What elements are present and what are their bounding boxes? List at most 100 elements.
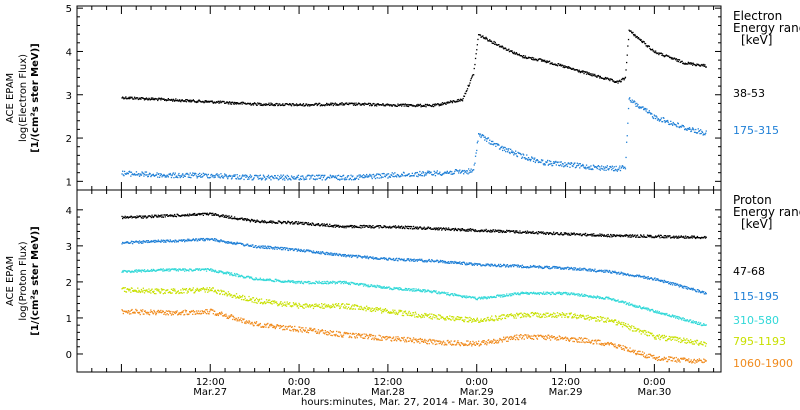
data-point	[411, 175, 413, 177]
data-point	[685, 320, 687, 322]
data-point	[153, 239, 155, 242]
data-point	[584, 167, 586, 169]
data-point	[529, 158, 531, 161]
data-point	[455, 293, 457, 296]
data-point	[516, 293, 518, 296]
data-point	[262, 279, 264, 281]
data-point	[229, 295, 231, 297]
data-point	[357, 178, 360, 180]
data-point	[600, 167, 602, 169]
data-point	[573, 269, 575, 271]
data-point	[696, 64, 699, 66]
data-point	[542, 59, 544, 61]
data-point	[686, 236, 689, 238]
data-point	[281, 104, 283, 106]
data-point	[200, 269, 202, 271]
data-point	[211, 176, 213, 178]
data-point	[327, 252, 329, 254]
data-point	[628, 235, 630, 237]
data-point	[554, 233, 556, 235]
data-point	[159, 292, 161, 294]
data-point	[162, 239, 164, 241]
data-point	[217, 289, 219, 291]
data-point	[324, 174, 326, 176]
data-point	[254, 102, 256, 104]
data-point	[286, 247, 288, 249]
data-point	[291, 280, 293, 282]
data-point	[160, 268, 162, 270]
data-point	[150, 97, 153, 99]
data-point	[156, 269, 158, 271]
data-point	[171, 174, 173, 177]
data-point	[407, 258, 410, 260]
data-point	[619, 79, 621, 81]
data-point	[629, 236, 631, 238]
data-point	[517, 292, 519, 294]
data-point	[210, 100, 212, 102]
data-point	[643, 275, 645, 277]
data-point	[544, 293, 547, 295]
data-point	[439, 259, 442, 262]
data-point	[509, 231, 511, 233]
data-point	[422, 172, 425, 174]
data-point	[523, 154, 525, 156]
data-point	[659, 237, 661, 239]
data-point	[289, 177, 291, 180]
data-point	[370, 174, 372, 176]
data-point	[568, 66, 570, 69]
data-point	[230, 217, 232, 219]
data-point	[392, 258, 394, 261]
data-point	[160, 174, 163, 176]
data-point	[510, 266, 512, 268]
data-point	[251, 277, 253, 280]
data-point	[582, 295, 584, 297]
data-point	[251, 103, 253, 105]
data-point	[192, 213, 194, 215]
data-point	[499, 231, 501, 233]
data-point	[466, 262, 468, 264]
data-point	[450, 260, 452, 263]
data-point	[438, 172, 440, 175]
data-point	[384, 258, 386, 260]
data-point	[239, 242, 241, 244]
data-point	[242, 244, 245, 246]
data-point	[595, 166, 598, 169]
data-point	[626, 234, 629, 237]
data-point	[640, 234, 642, 237]
data-point	[317, 251, 320, 253]
data-point	[377, 225, 380, 227]
data-point	[544, 232, 546, 234]
data-point	[653, 114, 655, 116]
data-point	[147, 291, 149, 293]
data-point	[619, 301, 621, 303]
data-point	[140, 269, 142, 272]
data-point	[192, 100, 194, 102]
data-point	[316, 250, 318, 253]
data-point	[253, 177, 255, 179]
data-point	[237, 276, 240, 278]
data-point	[210, 173, 213, 176]
data-point	[585, 73, 588, 75]
data-point	[196, 214, 198, 216]
data-point	[513, 154, 515, 156]
data-point	[638, 236, 640, 238]
data-point	[583, 233, 585, 235]
data-point	[536, 292, 539, 295]
data-point	[125, 242, 127, 244]
data-point	[459, 172, 462, 174]
data-point	[177, 174, 179, 176]
data-point	[643, 235, 645, 238]
data-point	[473, 169, 475, 171]
data-point	[660, 52, 662, 54]
data-point	[180, 215, 183, 217]
data-point	[122, 170, 124, 172]
data-point	[279, 279, 281, 282]
data-point	[564, 165, 567, 167]
data-point	[287, 279, 290, 282]
data-point	[501, 296, 503, 298]
data-point	[672, 121, 674, 124]
data-point	[422, 228, 425, 230]
data-point	[200, 173, 203, 176]
data-point	[424, 105, 426, 107]
data-point	[643, 307, 645, 310]
